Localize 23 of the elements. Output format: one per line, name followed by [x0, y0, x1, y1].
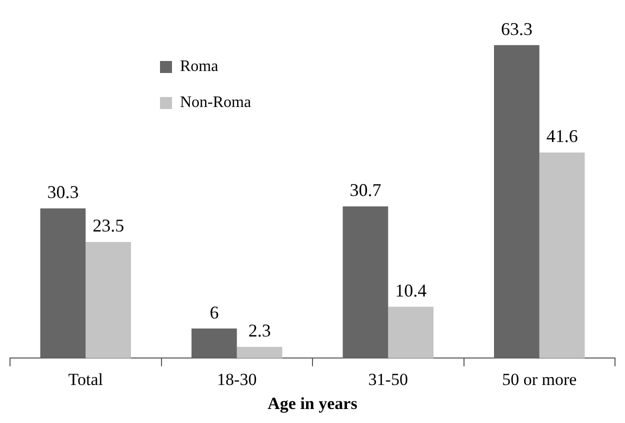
bar	[236, 346, 282, 358]
data-label: 2.3	[248, 320, 271, 341]
data-label: 6	[210, 302, 219, 322]
bar	[342, 206, 388, 358]
data-label: 63.3	[500, 18, 532, 39]
legend-label: Non-Roma	[180, 94, 252, 112]
bar	[388, 306, 434, 358]
data-label: 30.7	[350, 180, 382, 200]
data-label: 41.6	[546, 126, 578, 146]
bar	[40, 208, 86, 358]
data-label: 30.3	[47, 182, 79, 202]
bar	[86, 242, 131, 358]
bar	[539, 152, 585, 358]
x-tick-label: Total	[68, 370, 104, 389]
legend-label: Roma	[180, 58, 218, 76]
x-axis-title: Age in years	[268, 394, 358, 414]
data-label: 10.4	[395, 280, 427, 300]
bar	[192, 328, 237, 358]
bar	[494, 45, 540, 358]
data-label: 23.5	[92, 216, 124, 236]
x-tick-label: 31-50	[368, 370, 408, 389]
x-tick-label: 18-30	[217, 370, 257, 389]
x-tick-label: 50 or more	[502, 370, 577, 389]
